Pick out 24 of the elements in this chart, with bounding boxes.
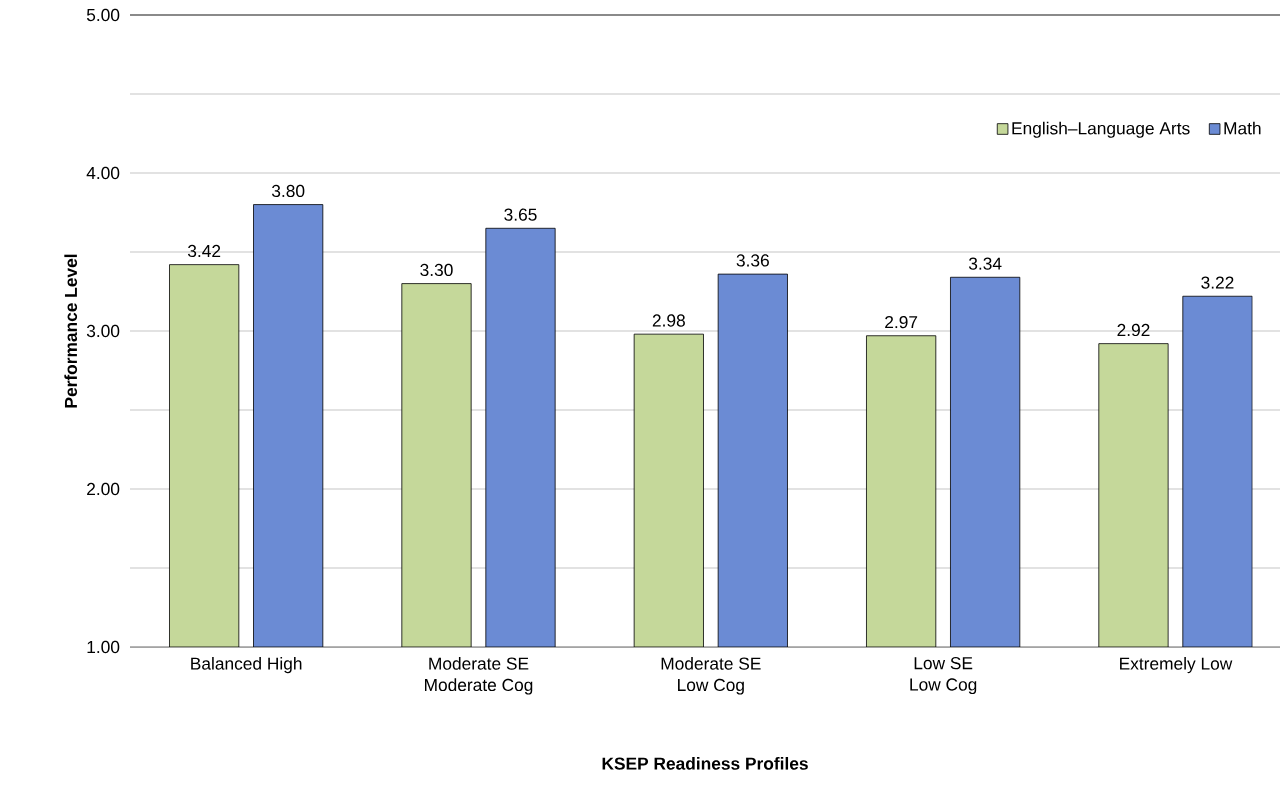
y-tick-label: 5.00	[86, 8, 120, 22]
data-label: 2.92	[1117, 323, 1150, 337]
legend-label: Math	[1224, 121, 1261, 135]
x-tick-label: Moderate SE Moderate Cog	[424, 657, 533, 695]
data-label: 3.34	[968, 257, 1002, 270]
data-label: 3.80	[271, 184, 305, 198]
data-label: 3.22	[1201, 276, 1234, 289]
data-label: 3.30	[420, 263, 453, 277]
y-tick-label: 2.00	[87, 482, 120, 496]
x-axis-title: KSEP Readiness Profiles	[602, 757, 808, 770]
x-tick-label: Extremely Low	[1120, 657, 1233, 674]
x-tick-label: Low SE Low Cog	[910, 657, 977, 695]
data-label: 3.36	[736, 254, 769, 267]
data-label: 3.42	[187, 244, 221, 258]
data-label: 2.97	[885, 315, 918, 329]
data-label: 2.98	[652, 314, 685, 327]
y-tick-label: 3.00	[86, 324, 120, 338]
y-axis-title: Performance Level	[64, 254, 78, 408]
data-label: 3.65	[504, 208, 537, 221]
y-tick-label: 1.00	[87, 640, 120, 654]
x-tick-label: Balanced High	[191, 657, 302, 674]
legend-label: English–Language Arts	[1012, 121, 1190, 138]
x-tick-label: Moderate SE Low Cog	[661, 657, 761, 695]
y-tick-label: 4.00	[86, 166, 120, 180]
